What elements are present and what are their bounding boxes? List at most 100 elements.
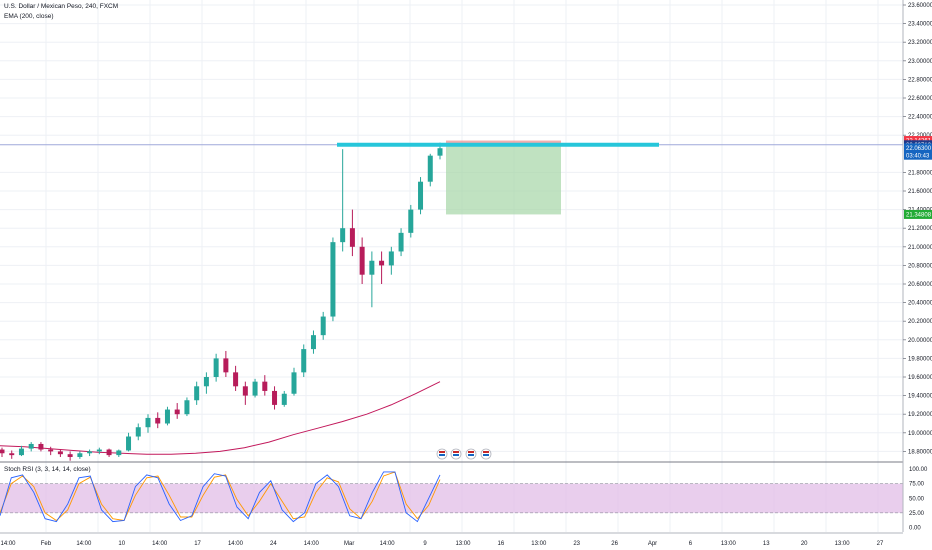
- candle: [18, 445, 24, 457]
- event-flag-stripe: [468, 454, 474, 456]
- candle-body: [301, 349, 307, 373]
- price-tick-label: 20.80000: [908, 263, 932, 269]
- candle: [359, 237, 365, 284]
- price-tag-label: 22.06300: [906, 146, 932, 152]
- price-tick-label: 21.20000: [908, 226, 932, 232]
- candle-body: [67, 454, 73, 457]
- stop-loss-zone[interactable]: [446, 140, 561, 145]
- price-tick-label: 19.40000: [908, 394, 932, 400]
- candle-body: [379, 260, 385, 266]
- price-axis[interactable]: 23.60000 23.40000 23.20000 23.00000 22.80000…: [902, 0, 932, 532]
- price-tick-label: 21.60000: [908, 189, 932, 195]
- candle: [388, 246, 394, 275]
- candle: [427, 153, 433, 187]
- price-tick-label: 23.40000: [908, 22, 932, 28]
- candle: [174, 403, 180, 419]
- candle: [291, 367, 297, 396]
- symbol-title[interactable]: U.S. Dollar / Mexican Peso, 240, FXCM: [4, 3, 119, 10]
- time-tick-label: 24: [270, 541, 277, 547]
- candle-body: [184, 400, 190, 415]
- candle-body: [252, 381, 258, 396]
- time-tick-label: 23: [573, 541, 580, 547]
- stoch-rsi-pane: [0, 471, 903, 523]
- candle: [126, 432, 132, 452]
- rsi-tick-label: 0.00: [909, 526, 921, 532]
- price-tag[interactable]: [904, 150, 932, 160]
- economic-event-flag-icon[interactable]: [480, 448, 492, 460]
- event-flag-stripe: [483, 454, 489, 456]
- candle: [379, 251, 385, 284]
- candle-body: [310, 335, 316, 350]
- candle: [145, 414, 151, 433]
- price-tick-label: 23.00000: [908, 59, 932, 65]
- candle: [184, 397, 190, 417]
- candle-body: [223, 358, 229, 373]
- time-tick-label: Apr: [648, 541, 657, 547]
- rsi-tick-label: 75.00: [909, 482, 925, 488]
- ema-legend[interactable]: EMA (200, close): [4, 13, 54, 20]
- economic-event-flag-icon[interactable]: [436, 448, 448, 460]
- event-flag-stripe: [453, 451, 459, 453]
- event-flag-stripe: [453, 454, 459, 456]
- take-profit-zone[interactable]: [446, 144, 561, 215]
- rsi-axis: 100.00 75.00 50.00 25.00 0.00: [909, 467, 928, 532]
- time-tick-label: 20: [801, 541, 808, 547]
- price-tag[interactable]: [904, 209, 932, 219]
- ema-200-line[interactable]: [0, 381, 441, 455]
- candle-body: [38, 443, 44, 450]
- candle-body: [96, 449, 102, 452]
- economic-event-flag-icon[interactable]: [465, 448, 477, 460]
- chart-grid: [0, 0, 903, 532]
- price-tick-label: 20.20000: [908, 319, 932, 325]
- candle: [418, 177, 424, 215]
- candle: [87, 449, 93, 457]
- time-tick-label: 10: [118, 541, 125, 547]
- time-tick-label: 13: [763, 541, 770, 547]
- candle-body: [106, 449, 112, 456]
- time-tick-label: 17: [194, 541, 201, 547]
- time-tick-label: 14:00: [228, 541, 244, 547]
- time-tick-label: 13:00: [721, 541, 737, 547]
- time-tick-label: 27: [877, 541, 884, 547]
- stoch-rsi-legend[interactable]: Stoch RSI (3, 3, 14, 14, close): [4, 466, 91, 473]
- time-tick-label: 6: [689, 541, 693, 547]
- candle-body: [164, 409, 170, 424]
- candle: [194, 381, 200, 405]
- candle-body: [194, 386, 200, 401]
- candle-body: [340, 228, 346, 243]
- candle-body: [349, 228, 355, 247]
- candle-body: [291, 372, 297, 394]
- candle-body: [398, 232, 404, 252]
- price-tick-label: 20.40000: [908, 301, 932, 307]
- time-tick-label: 14:00: [380, 541, 396, 547]
- trade-zones: [446, 140, 561, 215]
- time-axis[interactable]: 14:00 Feb 14:00 10 14:00 17 14:00 24 14:00 Mar 14:…: [0, 532, 903, 547]
- candle-body: [408, 209, 414, 233]
- candle-body: [77, 453, 83, 457]
- time-tick-label: 26: [611, 541, 618, 547]
- price-tag[interactable]: [904, 143, 932, 153]
- candle: [135, 423, 141, 441]
- candle-body: [18, 448, 24, 456]
- price-tick-label: 20.60000: [908, 282, 932, 288]
- time-tick-label: 14:00: [152, 541, 168, 547]
- candle: [398, 228, 404, 257]
- candles-group: [0, 142, 443, 461]
- candle-body: [48, 449, 54, 452]
- ema-line-group: [0, 381, 441, 455]
- candle: [233, 365, 239, 391]
- candle: [77, 451, 83, 459]
- rsi-tick-label: 25.00: [909, 511, 925, 517]
- candle-body: [203, 377, 209, 387]
- stoch-rsi-d-line[interactable]: [0, 471, 441, 522]
- price-tag-label: 03:40:43: [906, 153, 930, 159]
- candle: [48, 446, 54, 456]
- candle: [67, 451, 73, 461]
- price-tick-label: 21.00000: [908, 245, 932, 251]
- stoch-rsi-k-line[interactable]: [0, 471, 441, 523]
- event-flag-stripe: [439, 451, 445, 453]
- time-tick-label: 14:00: [304, 541, 320, 547]
- economic-event-flag-icon[interactable]: [450, 448, 462, 460]
- candle: [96, 447, 102, 455]
